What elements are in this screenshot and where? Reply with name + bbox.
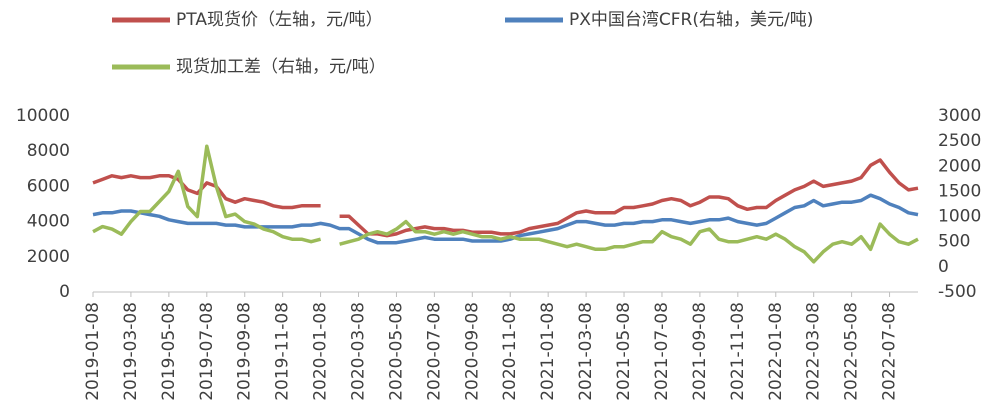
series-line <box>92 144 919 264</box>
y2-tick-label: 500 <box>938 232 970 252</box>
x-tick-label: 2021-05-08 <box>614 302 634 401</box>
x-tick-label: 2021-07-08 <box>652 302 672 401</box>
y2-tick-label: 1000 <box>938 207 981 227</box>
x-tick-label: 2022-03-08 <box>804 302 824 401</box>
legend-label: 现货加工差（右轴，元/吨） <box>176 57 386 77</box>
x-tick-label: 2020-11-08 <box>500 302 520 401</box>
y-tick-label: 10000 <box>16 106 70 126</box>
y-tick-label: 8000 <box>27 141 70 161</box>
x-tick-label: 2019-07-08 <box>197 302 217 401</box>
series-line <box>92 193 919 245</box>
x-tick-label: 2019-09-08 <box>235 302 255 401</box>
y2-tick-label: 2500 <box>938 131 981 151</box>
series-line <box>92 158 919 238</box>
legend-label: PX中国台湾CFR(右轴，美元/吨) <box>569 10 813 30</box>
x-tick-label: 2021-01-08 <box>538 302 558 401</box>
x-tick-label: 2022-07-08 <box>880 302 900 401</box>
y2-tick-label: 0 <box>938 257 949 277</box>
x-tick-label: 2019-01-08 <box>83 302 103 401</box>
y2-tick-label: 2000 <box>938 156 981 176</box>
x-tick-label: 2021-09-08 <box>690 302 710 401</box>
x-tick-label: 2019-03-08 <box>121 302 141 401</box>
y2-tick-label: -500 <box>938 282 977 302</box>
x-tick-label: 2019-11-08 <box>273 302 293 401</box>
y-tick-label: 4000 <box>27 212 70 232</box>
y2-tick-label: 1500 <box>938 181 981 201</box>
y-tick-label: 2000 <box>27 247 70 267</box>
x-tick-label: 2019-05-08 <box>159 302 179 401</box>
x-tick-label: 2020-03-08 <box>349 302 369 401</box>
y2-tick-label: 3000 <box>938 106 981 126</box>
x-tick-label: 2021-03-08 <box>576 302 596 401</box>
x-tick-label: 2020-05-08 <box>386 302 406 401</box>
x-tick-label: 2020-09-08 <box>462 302 482 401</box>
y-tick-label: 6000 <box>27 176 70 196</box>
y-tick-label: 0 <box>59 282 70 302</box>
x-tick-label: 2022-01-08 <box>766 302 786 401</box>
x-tick-label: 2022-05-08 <box>842 302 862 401</box>
legend-label: PTA现货价（左轴，元/吨） <box>176 10 383 30</box>
x-tick-label: 2020-07-08 <box>424 302 444 401</box>
x-tick-label: 2021-11-08 <box>728 302 748 401</box>
x-tick-label: 2020-01-08 <box>311 302 331 401</box>
